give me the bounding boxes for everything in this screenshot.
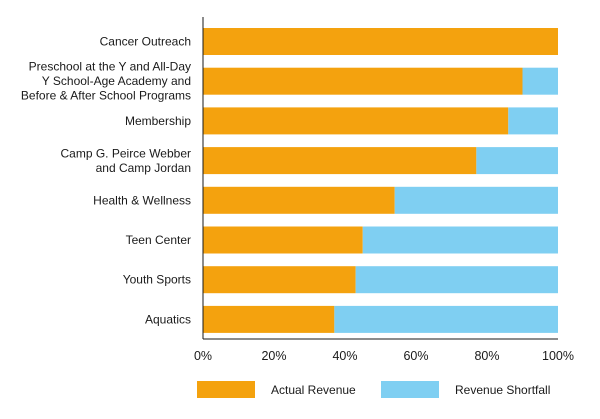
x-tick-label-3: 60% [403,349,428,363]
bars-layer [203,28,558,333]
x-tick-label-5: 100% [542,349,574,363]
x-tick-labels: 0% 20% 40% 60% 80% 100% [194,349,574,363]
category-label-line: Cancer Outreach [100,35,191,49]
bar-actual-4 [203,186,395,214]
category-label-line: Health & Wellness [93,193,191,207]
bar-shortfall-2 [508,107,558,135]
legend-swatch-1 [381,381,439,398]
x-tick-label-4: 80% [474,349,499,363]
bar-actual-6 [203,266,356,294]
category-label-6: Youth Sports [123,273,191,287]
bar-actual-0 [203,28,558,55]
category-label-line: Membership [125,114,191,128]
category-label-line: Preschool at the Y and All-Day [29,60,191,74]
category-label-line: Camp G. Peirce Webber [61,146,192,160]
category-label-line: Y School-Age Academy and [42,74,191,88]
category-label-4: Health & Wellness [93,193,191,207]
category-label-2: Membership [125,114,191,128]
x-tick-label-2: 40% [332,349,357,363]
bar-shortfall-7 [334,305,558,333]
bar-shortfall-3 [476,147,558,175]
legend-swatch-0 [197,381,255,398]
category-label-5: Teen Center [126,233,191,247]
bar-shortfall-1 [522,67,558,95]
category-label-0: Cancer Outreach [100,35,191,49]
category-label-line: Teen Center [126,233,191,247]
bar-actual-2 [203,107,509,135]
legend-label-1: Revenue Shortfall [455,383,550,397]
x-tick-label-0: 0% [194,349,212,363]
category-label-line: Aquatics [145,312,191,326]
bar-shortfall-5 [362,226,558,254]
x-tick-label-1: 20% [261,349,286,363]
category-label-7: Aquatics [145,312,191,326]
bar-shortfall-6 [355,266,558,294]
bar-actual-3 [203,147,477,175]
category-label-3: Camp G. Peirce Webber and Camp Jordan [61,146,192,175]
bar-actual-7 [203,305,335,333]
category-label-line: and Camp Jordan [96,161,191,175]
category-labels: Cancer Outreach Preschool at the Y and Al… [21,35,191,327]
bar-actual-1 [203,67,523,95]
category-label-1: Preschool at the Y and All-Day Y School-A… [21,60,191,103]
category-label-line: Before & After School Programs [21,89,191,103]
bar-actual-5 [203,226,363,254]
bar-shortfall-4 [394,186,558,214]
legend-label-0: Actual Revenue [271,383,356,397]
category-label-line: Youth Sports [123,273,191,287]
legend: Actual Revenue Revenue Shortfall [197,381,550,398]
